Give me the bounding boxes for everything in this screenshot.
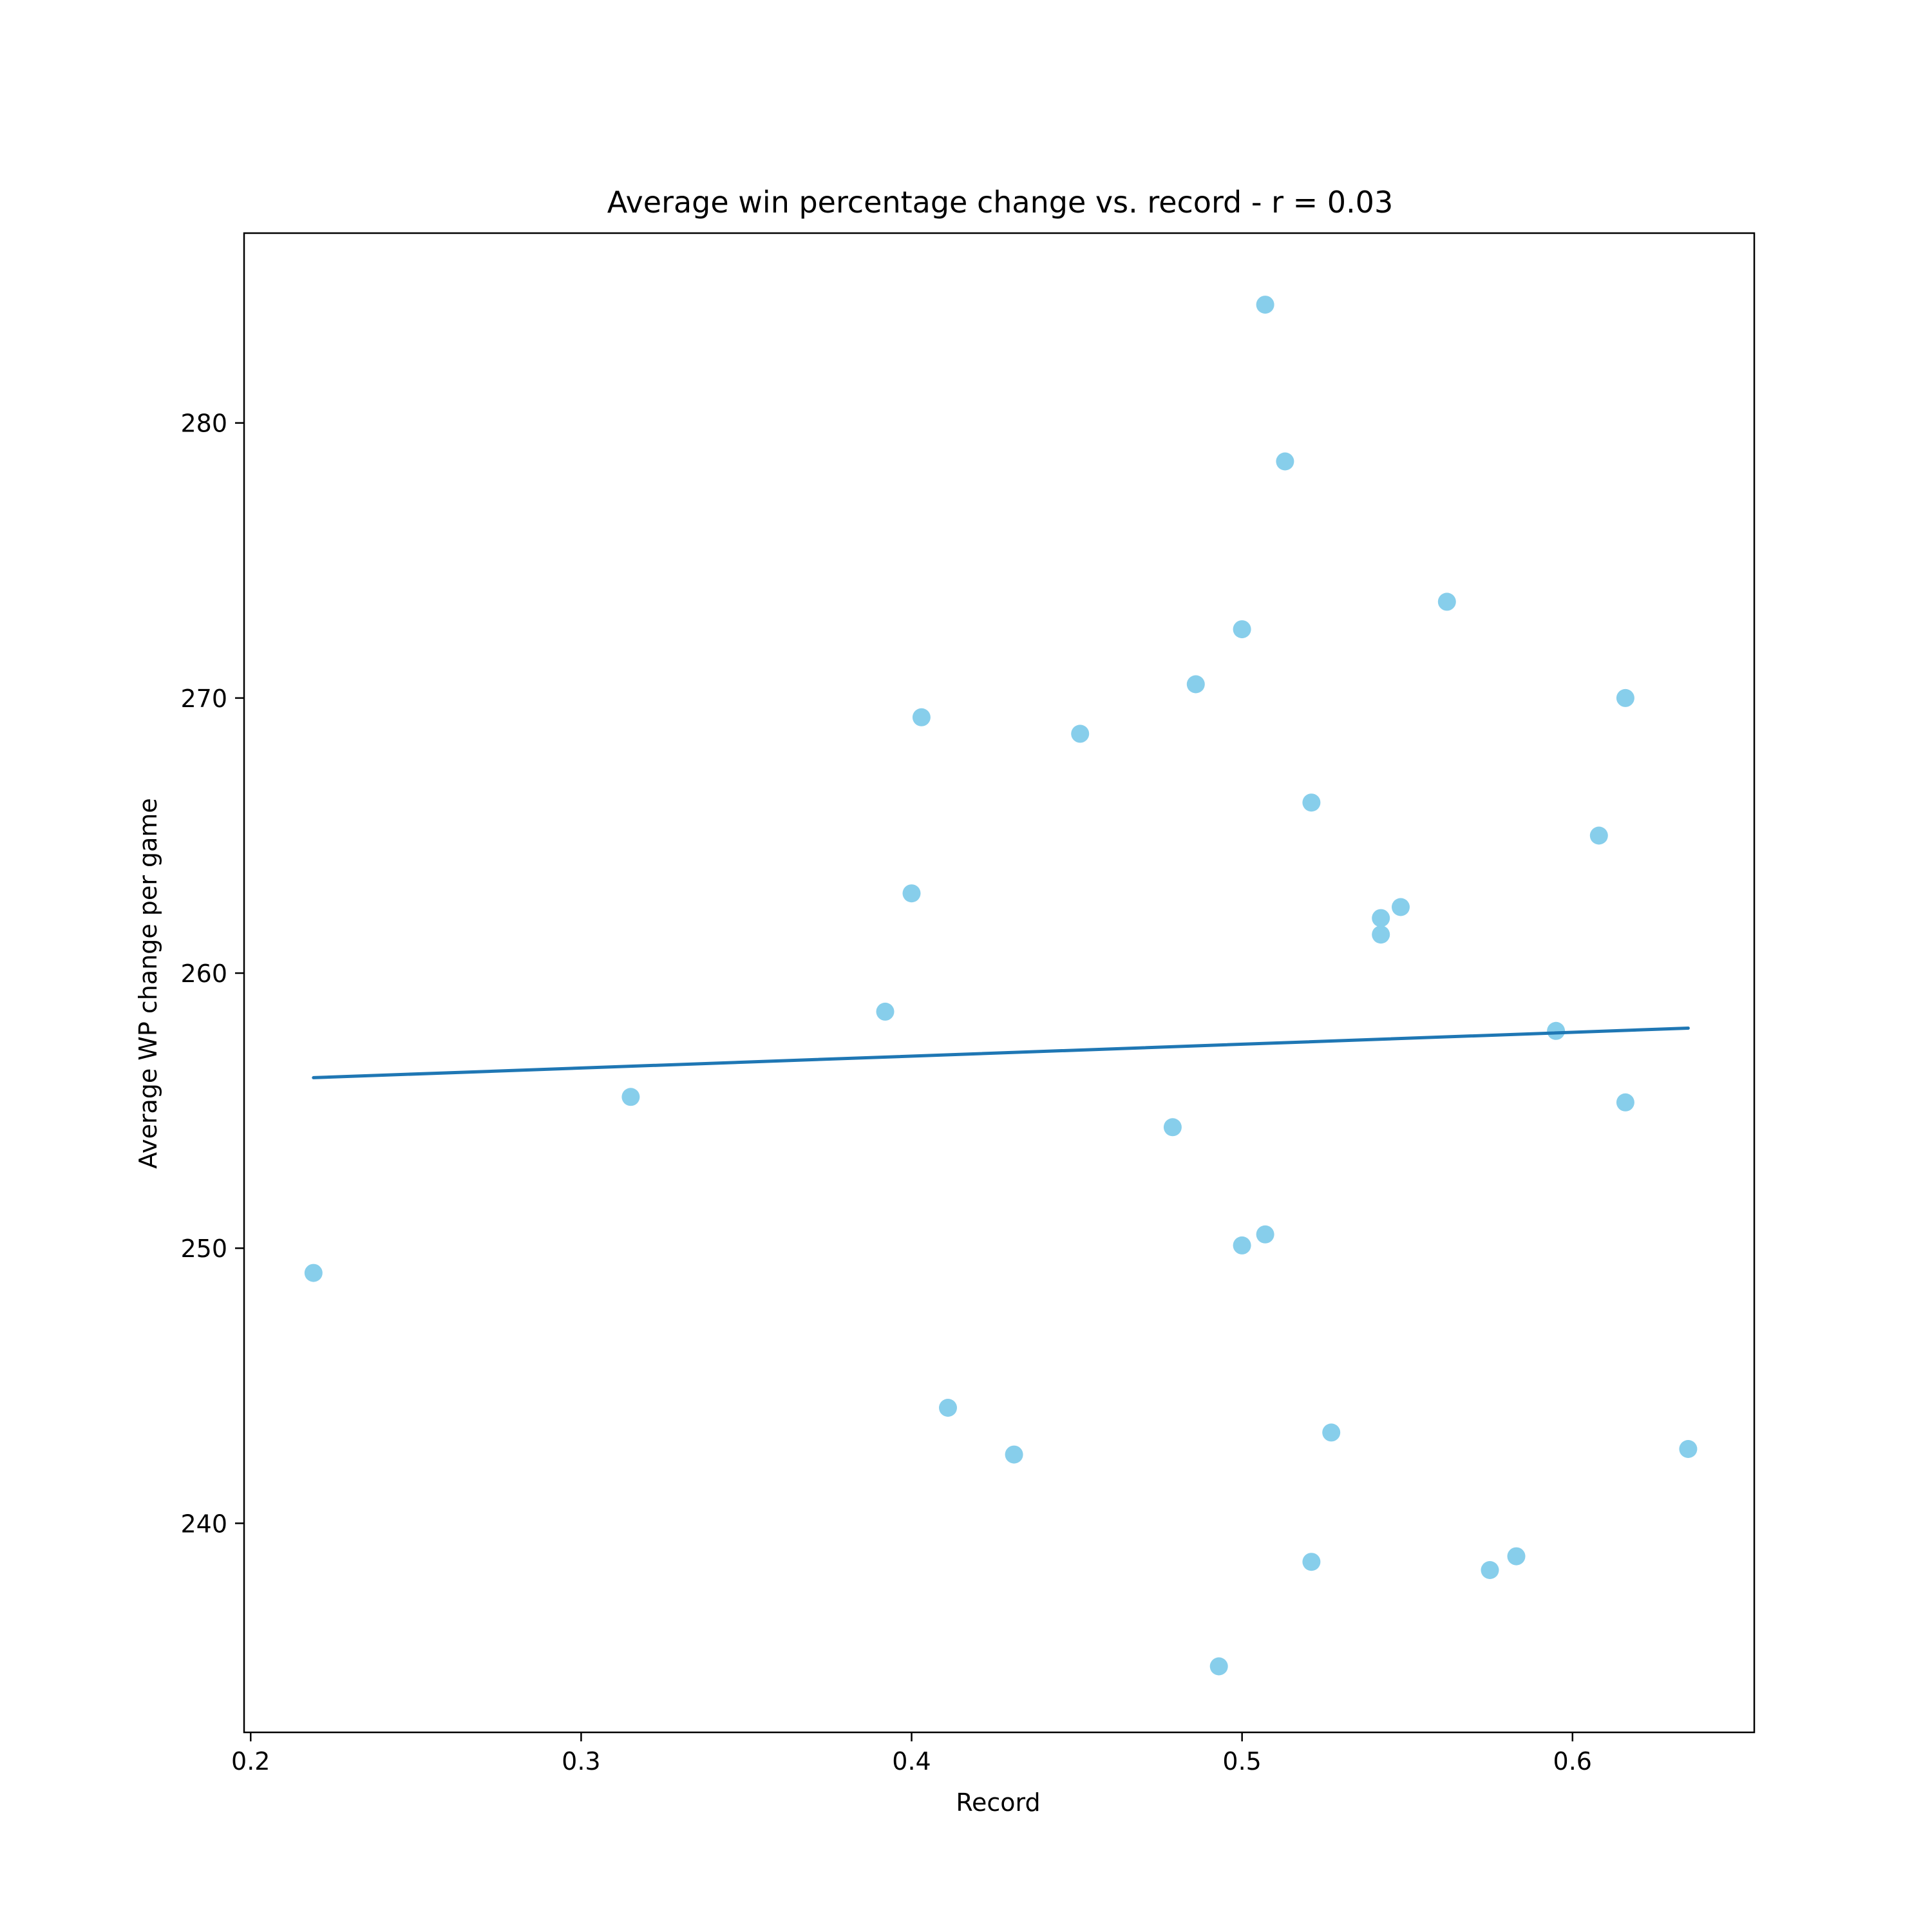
x-tick-label: 0.6 [1553,1747,1592,1776]
data-point [1322,1423,1341,1442]
data-point [1481,1561,1499,1579]
data-point [902,884,921,903]
y-axis-ticks: 240 250 260 270 280 [180,410,244,1538]
data-point [1437,592,1456,611]
data-point [876,1002,895,1021]
data-point [1372,909,1390,927]
data-point [1071,724,1090,743]
data-point [304,1264,323,1282]
data-point [912,708,931,726]
x-tick-label: 0.2 [231,1747,270,1776]
plot-frame [243,232,1756,1734]
data-point [1163,1118,1182,1137]
data-point [1616,1093,1634,1112]
y-tick-label: 250 [180,1235,227,1263]
data-point [1679,1440,1698,1458]
data-point [939,1399,957,1417]
chart-title: Average win percentage change vs. record… [607,185,1393,220]
y-axis-label: Average WP change per game [134,798,162,1169]
data-point [1256,1225,1274,1244]
data-point [1005,1445,1023,1464]
data-point [621,1088,640,1106]
data-point [1372,925,1390,944]
data-point [1547,1021,1566,1040]
data-point [1507,1547,1526,1566]
data-point [1209,1657,1228,1676]
data-point [1392,898,1410,916]
y-tick-label: 280 [180,410,227,438]
data-point [1233,620,1251,639]
y-tick-label: 270 [180,685,227,713]
x-tick-label: 0.5 [1222,1747,1261,1776]
x-axis-label: Record [956,1788,1040,1817]
y-tick-label: 260 [180,960,227,988]
fit-line [312,1027,1690,1079]
x-axis-ticks: 0.2 0.3 0.4 0.5 0.6 [231,1732,1592,1776]
x-tick-label: 0.3 [562,1747,600,1776]
data-point [1302,793,1321,812]
data-point [1589,826,1608,845]
plot-marks [304,296,1698,1676]
data-point [1616,688,1634,707]
data-point [1302,1553,1321,1571]
data-point [1276,452,1294,471]
x-tick-label: 0.4 [892,1747,931,1776]
y-tick-label: 240 [180,1510,227,1538]
data-point [1256,296,1274,314]
data-point [1233,1236,1251,1255]
data-point [1186,675,1205,694]
